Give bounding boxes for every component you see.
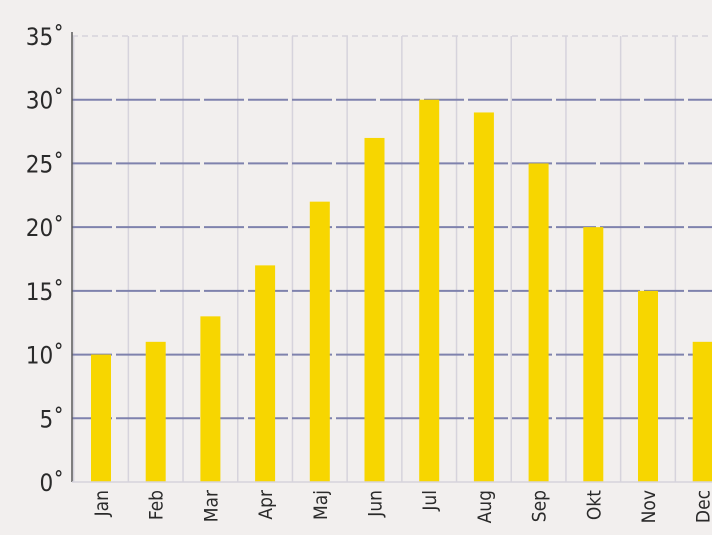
- x-tick-labels: Jan Feb Mar Apr Maj Jun Jul Aug Sep Okt Nov Dec: [91, 489, 712, 523]
- x-tick-label: Jan: [91, 490, 113, 517]
- y-tick-label: 5˚: [39, 405, 64, 433]
- y-tick-labels: 0˚ 5˚ 10˚ 15˚ 20˚ 25˚ 30˚ 35˚: [26, 23, 64, 497]
- bar-mar: [200, 316, 221, 482]
- y-tick-label: 10˚: [26, 342, 64, 370]
- bar-feb: [145, 341, 166, 482]
- x-tick-label: Jun: [365, 490, 387, 518]
- bar-apr: [255, 265, 276, 482]
- x-tick-label: Okt: [583, 490, 605, 520]
- bar-jan: [91, 354, 111, 482]
- bar-dec: [692, 341, 712, 482]
- y-tick-label: 25˚: [26, 150, 64, 178]
- x-tick-label: Mar: [200, 489, 222, 522]
- bar-maj: [309, 201, 330, 482]
- x-tick-label: Apr: [255, 489, 277, 520]
- bar-sep: [528, 163, 549, 482]
- bar-jul: [419, 99, 440, 482]
- bar-nov: [638, 290, 658, 482]
- y-tick-label: 30˚: [26, 87, 64, 115]
- y-tick-label: 0˚: [39, 469, 64, 497]
- axes: [71, 32, 712, 483]
- gridlines: [72, 35, 712, 482]
- x-tick-label: Nov: [638, 490, 660, 523]
- x-tick-label: Feb: [146, 490, 168, 520]
- bars: [91, 99, 712, 482]
- bar-jun: [364, 137, 385, 482]
- bar-aug: [473, 112, 494, 482]
- bar-okt: [583, 227, 604, 482]
- x-tick-label: Maj: [310, 490, 332, 520]
- x-tick-label: Jul: [419, 490, 441, 512]
- x-tick-label: Sep: [529, 490, 551, 522]
- y-tick-label: 15˚: [26, 278, 64, 306]
- y-tick-label: 35˚: [26, 23, 64, 51]
- x-tick-label: Dec: [693, 490, 712, 523]
- y-tick-label: 20˚: [26, 214, 64, 242]
- x-tick-label: Aug: [474, 490, 496, 523]
